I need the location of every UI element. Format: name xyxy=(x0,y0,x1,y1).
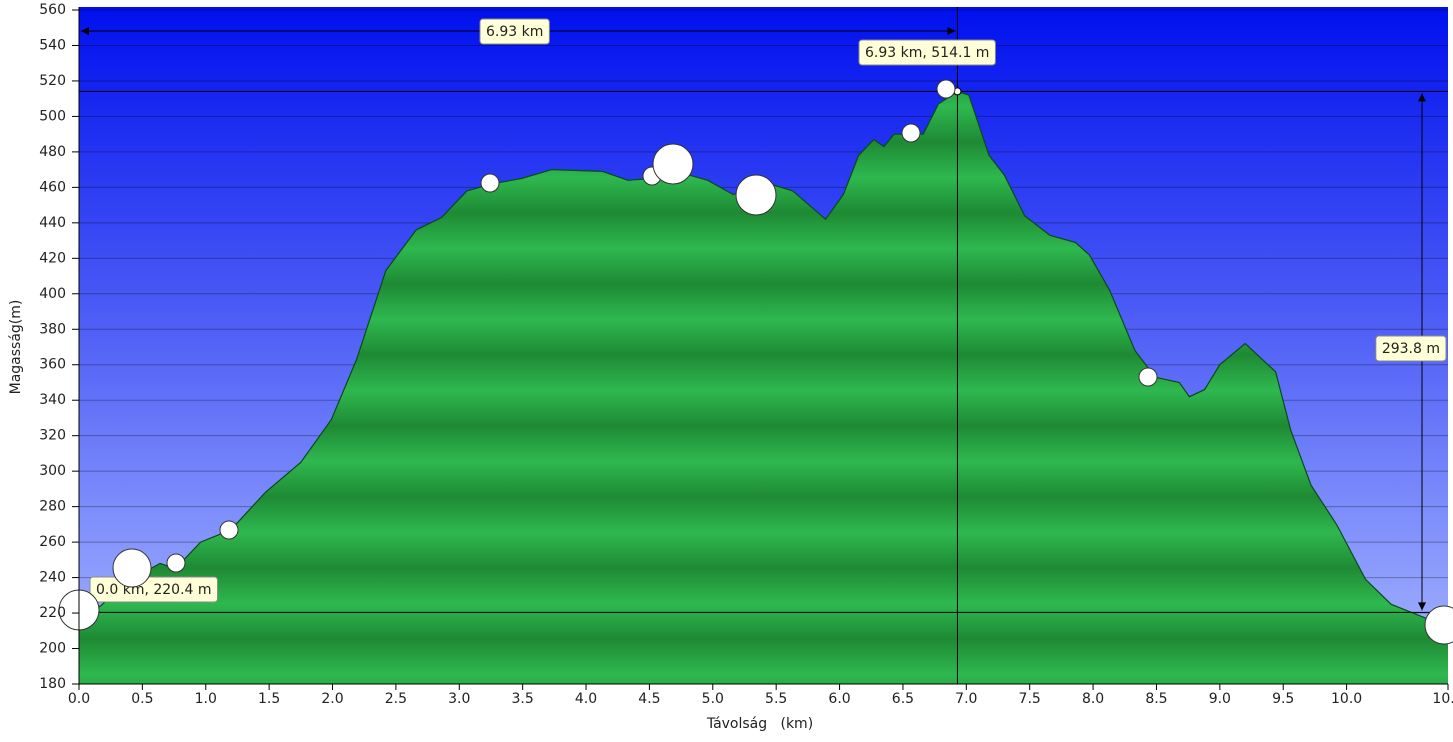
x-tick-label: 7.5 xyxy=(1019,691,1041,707)
elevation-diff-label-text: 293.8 m xyxy=(1382,341,1440,357)
y-tick-label: 520 xyxy=(39,73,66,89)
peak-tooltip-text: 6.93 km, 514.1 m xyxy=(865,45,989,61)
x-tick-label: 4.0 xyxy=(575,691,597,707)
y-tick-label: 440 xyxy=(39,215,66,231)
waypoint-icon xyxy=(652,143,694,185)
y-tick-label: 280 xyxy=(39,499,66,515)
waypoint-icon xyxy=(219,520,239,540)
waypoint-icon xyxy=(1424,605,1453,645)
y-axis-label: Magasság(m) xyxy=(8,300,24,395)
x-tick-label: 9.5 xyxy=(1272,691,1294,707)
start-tooltip-text: 0.0 km, 220.4 m xyxy=(96,582,212,598)
x-tick-label: 6.0 xyxy=(828,691,850,707)
y-tick-label: 460 xyxy=(39,179,66,195)
x-tick-label: 0.5 xyxy=(131,691,153,707)
waypoint-icon xyxy=(1138,367,1158,387)
y-tick-label: 220 xyxy=(39,605,66,621)
waypoint-icon xyxy=(901,123,921,143)
x-tick-label: 0.0 xyxy=(68,691,90,707)
y-tick-label: 480 xyxy=(39,144,66,160)
x-tick-label: 10.0 xyxy=(1331,691,1362,707)
x-tick-label: 2.5 xyxy=(385,691,407,707)
x-tick-label: 5.5 xyxy=(765,691,787,707)
peak-tooltip: 6.93 km, 514.1 m xyxy=(858,39,996,66)
x-tick-label: 5.0 xyxy=(702,691,724,707)
elevation-line xyxy=(78,90,1449,620)
x-tick-label: 8.5 xyxy=(1145,691,1167,707)
y-tick-label: 400 xyxy=(39,286,66,302)
waypoint-icon xyxy=(735,174,777,216)
y-tick-label: 420 xyxy=(39,250,66,266)
elevation-area xyxy=(79,91,1448,684)
x-tick-label: 1.5 xyxy=(258,691,280,707)
elevation-diff-label-box xyxy=(1375,335,1447,362)
waypoint-icon xyxy=(166,553,186,573)
y-tick-label: 560 xyxy=(39,2,66,18)
distance-label-box xyxy=(479,18,550,45)
x-tick-label: 3.0 xyxy=(448,691,470,707)
waypoint-icon xyxy=(480,173,500,193)
y-tick-label: 260 xyxy=(39,534,66,550)
x-tick-label: 10.8 xyxy=(1432,691,1453,707)
x-tick-label: 1.0 xyxy=(195,691,217,707)
peak-tooltip-box xyxy=(858,39,996,66)
waypoint-icon xyxy=(936,79,956,99)
x-tick-label: 2.0 xyxy=(321,691,343,707)
distance-label-text: 6.93 km xyxy=(486,24,543,40)
x-axis-label: Távolság (km) xyxy=(706,716,813,732)
x-tick-label: 8.0 xyxy=(1082,691,1104,707)
waypoint-icon xyxy=(112,548,152,588)
y-tick-label: 500 xyxy=(39,108,66,124)
y-tick-label: 360 xyxy=(39,357,66,373)
elevation-diff-label: 293.8 m xyxy=(1375,335,1447,362)
x-tick-label: 7.0 xyxy=(955,691,977,707)
y-tick-label: 320 xyxy=(39,428,66,444)
x-tick-label: 4.5 xyxy=(638,691,660,707)
y-tick-label: 200 xyxy=(39,641,66,657)
y-tick-label: 240 xyxy=(39,570,66,586)
y-tick-label: 300 xyxy=(39,463,66,479)
x-tick-label: 9.0 xyxy=(1209,691,1231,707)
x-tick-label: 3.5 xyxy=(512,691,534,707)
start-tooltip: 0.0 km, 220.4 m xyxy=(89,576,219,603)
y-tick-label: 180 xyxy=(39,676,66,692)
y-tick-label: 380 xyxy=(39,321,66,337)
distance-label: 6.93 km xyxy=(479,18,550,45)
x-tick-label: 6.5 xyxy=(892,691,914,707)
y-tick-label: 540 xyxy=(39,37,66,53)
y-tick-label: 340 xyxy=(39,392,66,408)
